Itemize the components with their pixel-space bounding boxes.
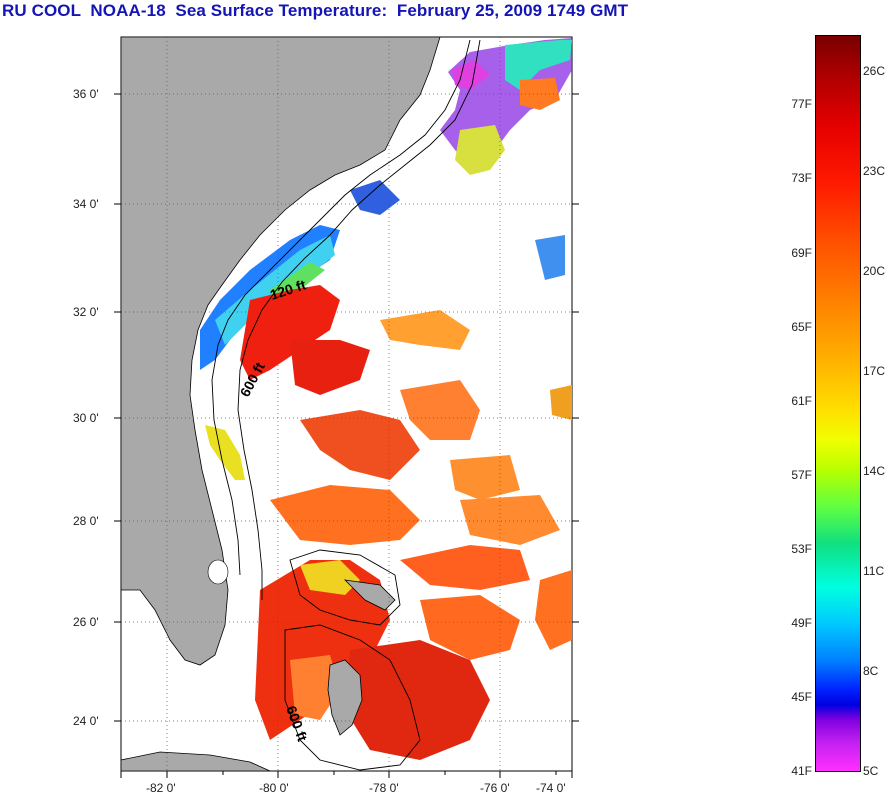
isobath-bahamas — [284, 549, 421, 771]
lat-label-24: 24 0' — [73, 714, 99, 728]
sst-patch-red-2 — [290, 340, 370, 395]
sst-patch-orange-4 — [450, 455, 520, 500]
sst-patch-hatteras-orange — [520, 78, 560, 110]
lat-label-32: 32 0' — [73, 305, 99, 319]
lat-label-26: 26 0' — [73, 615, 99, 629]
lat-label-28: 28 0' — [73, 514, 99, 528]
land-grand-bahama — [343, 579, 396, 611]
map-title: RU COOL NOAA-18 Sea Surface Temperature:… — [2, 1, 629, 20]
colorbar-c-14: 14C — [863, 464, 886, 478]
sst-patch-hatteras-yellow — [455, 125, 505, 175]
lon-label-80: -80 0' — [259, 781, 289, 795]
colorbar-f-57: 57F — [791, 468, 812, 482]
land-andros — [327, 659, 363, 736]
lat-label-36: 36 0' — [73, 87, 99, 101]
sst-patch-red-bahamas-2 — [345, 640, 490, 760]
sst-patch-orange-bahamas — [290, 655, 340, 720]
colorbar-f-49: 49F — [791, 616, 812, 630]
sst-patch-sc-coast-blue — [350, 180, 400, 215]
colorbar-f-69: 69F — [791, 246, 812, 260]
land-us-mainland — [120, 36, 441, 666]
colorbar-f-41: 41F — [791, 764, 812, 778]
lat-label-34: 34 0' — [73, 197, 99, 211]
isobath-600ft — [237, 39, 481, 600]
lat-label-30: 30 0' — [73, 411, 99, 425]
colorbar-f-73: 73F — [791, 171, 812, 185]
sst-patch-orange-1 — [380, 310, 470, 350]
sst-patch-north-cyan — [505, 40, 572, 90]
colorbar-f-77: 77F — [791, 97, 812, 111]
land-cuba — [120, 751, 271, 772]
sst-patch-orange-6 — [400, 545, 530, 590]
colorbar-f-61: 61F — [791, 394, 812, 408]
sst-patch-orange-2 — [300, 410, 420, 480]
frame-ticks — [114, 93, 579, 778]
lon-label-82: -82 0' — [146, 781, 176, 795]
sst-patch-orange-east — [420, 595, 520, 660]
sst-patch-yellow-east — [550, 385, 572, 420]
sst-patch-fl-coast-yellow — [205, 425, 245, 480]
sst-data-layer — [200, 38, 572, 760]
sst-patch-mixed-east — [535, 235, 565, 280]
sst-patch-yellow-bahamas — [300, 560, 360, 595]
colorbar-f-53: 53F — [791, 542, 812, 556]
colorbar-c-17: 17C — [863, 364, 886, 378]
colorbar-c-26: 26C — [863, 64, 886, 78]
colorbar-c-8: 8C — [863, 664, 879, 678]
colorbar-c-23: 23C — [863, 164, 886, 178]
temperature-colorbar — [815, 35, 861, 772]
lake-okeechobee — [207, 559, 229, 585]
sst-patch-orange-far-east — [535, 570, 572, 650]
colorbar-c-11: 11C — [863, 564, 885, 578]
colorbar-f-65: 65F — [791, 320, 812, 334]
colorbar-c-20: 20C — [863, 264, 886, 278]
lon-label-74: -74 0' — [536, 781, 566, 795]
lon-label-76: -76 0' — [480, 781, 510, 795]
sst-map[interactable]: 120 ft 600 ft 600 ft — [0, 0, 600, 801]
sst-patch-orange-3 — [400, 380, 480, 440]
isobath-120ft — [211, 39, 471, 576]
sst-patch-north-magenta — [452, 60, 490, 90]
colorbar-f-45: 45F — [791, 690, 812, 704]
sst-patch-orange-7 — [460, 495, 560, 545]
colorbar-c-5: 5C — [863, 764, 879, 778]
lon-label-78: -78 0' — [369, 781, 399, 795]
sst-patch-red-1 — [240, 285, 340, 380]
sst-patch-orange-5 — [270, 485, 420, 545]
sst-patch-red-bahamas — [255, 560, 390, 740]
